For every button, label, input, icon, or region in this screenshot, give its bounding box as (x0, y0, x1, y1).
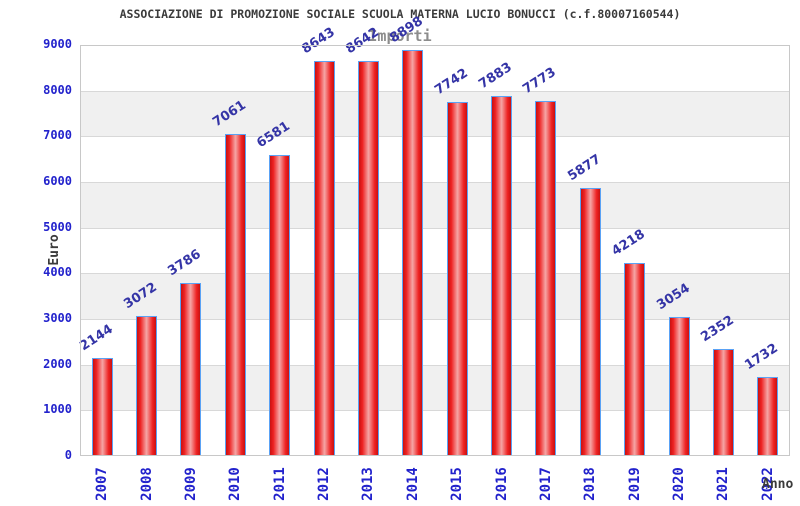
y-tick-label: 2000 (43, 356, 72, 371)
bar-2018 (579, 187, 601, 456)
y-tick-label: 3000 (43, 311, 72, 325)
x-tick-label-2019: 2019 (626, 467, 643, 501)
y-tick-label: 1000 (43, 402, 72, 417)
bar-2021 (712, 348, 734, 456)
y-axis-title: Euro (47, 234, 62, 266)
y-tick-label: 7000 (43, 128, 72, 143)
x-tick-label-2013: 2013 (360, 467, 377, 501)
x-tick-label-2020: 2020 (671, 467, 688, 501)
x-tick-label-2008: 2008 (138, 467, 155, 501)
bar-2014 (402, 49, 424, 456)
y-tick-label: 9000 (43, 37, 72, 51)
x-tick-label-2017: 2017 (537, 467, 554, 501)
y-tick-label: 6000 (43, 174, 72, 188)
bar-2015 (446, 102, 468, 456)
x-tick-label-2011: 2011 (271, 467, 288, 501)
grid-band (80, 227, 790, 274)
plot-area (80, 45, 790, 456)
chart-title: ASSOCIAZIONE DI PROMOZIONE SOCIALE SCUOL… (119, 7, 681, 21)
bar-2017 (535, 101, 557, 456)
x-tick-label-2018: 2018 (582, 467, 599, 501)
bar-2012 (313, 61, 335, 456)
y-tick-label: 0 (64, 448, 72, 462)
grid-band (80, 45, 790, 91)
bar-2019 (624, 263, 646, 456)
gridline (80, 90, 790, 92)
bar-2022 (757, 376, 779, 456)
x-axis-title: Anno (762, 477, 794, 492)
x-tick-label-2016: 2016 (493, 467, 510, 501)
grid-band (80, 90, 790, 137)
gridline (80, 319, 790, 320)
bar-2020 (668, 316, 690, 456)
y-tick-label: 8000 (43, 82, 72, 97)
x-tick-label-2015: 2015 (449, 467, 466, 501)
y-tick-label: 5000 (43, 219, 72, 234)
bar-2008 (136, 315, 158, 456)
bar-2016 (491, 96, 513, 456)
grid-band (80, 182, 790, 228)
x-tick-label-2007: 2007 (94, 467, 111, 501)
bar-2009 (180, 283, 202, 456)
gridline (80, 364, 790, 366)
gridline (80, 273, 790, 275)
bar-2011 (269, 155, 291, 456)
x-tick-label-2021: 2021 (715, 467, 732, 501)
chart-subtitle: Importi (368, 27, 432, 45)
x-tick-label-2010: 2010 (227, 467, 244, 501)
gridline (80, 182, 790, 183)
x-tick-label-2014: 2014 (404, 467, 421, 501)
y-tick-label: 4000 (43, 265, 72, 280)
gridline (80, 227, 790, 229)
bar-2010 (224, 133, 246, 456)
gridline (80, 410, 790, 412)
bar-2007 (91, 358, 113, 456)
x-tick-label-2009: 2009 (182, 467, 199, 501)
gridline (80, 136, 790, 138)
bar-2013 (357, 61, 379, 456)
grid-band (80, 136, 790, 182)
x-tick-label-2012: 2012 (316, 467, 333, 501)
